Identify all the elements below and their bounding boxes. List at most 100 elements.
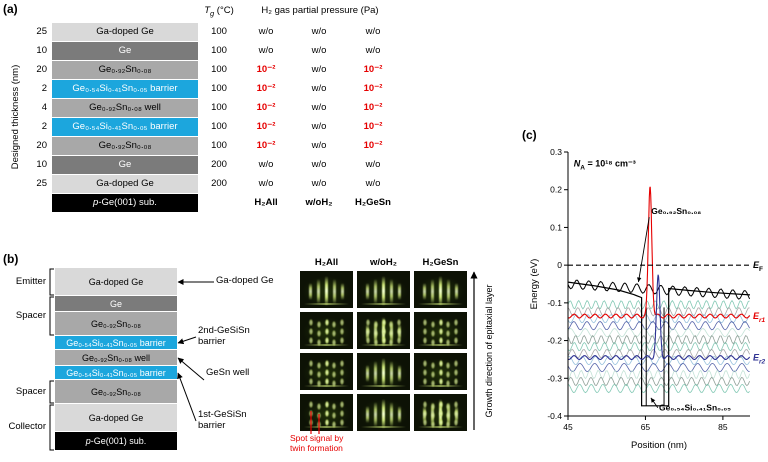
diffraction-spot: [316, 370, 321, 378]
resonance-level-label: Er1: [753, 311, 766, 324]
growth-temp-value: 100: [211, 102, 227, 113]
diffraction-spot: [454, 318, 459, 326]
wavefunction-curve: [567, 334, 750, 345]
rheed-image: [414, 271, 467, 308]
diffraction-spot: [422, 377, 427, 385]
diffraction-spot: [316, 329, 321, 337]
wavefunction-curve: [567, 321, 750, 331]
diffraction-spot: [389, 338, 394, 346]
diffraction-streak: [389, 401, 393, 427]
pressure-value: 10⁻²: [256, 140, 276, 151]
diffraction-spot: [340, 400, 345, 408]
diffraction-spot: [324, 359, 329, 367]
diffraction-spot: [381, 327, 386, 335]
layer-cell: Ge₀.₉₂Sn₀.₀₈ well: [52, 98, 198, 117]
diffraction-streak: [389, 278, 393, 304]
diffraction-streak: [317, 278, 321, 304]
stack-layer: Ge₀.₅₄Si₀.₄₁Sn₀.₀₅ barrier: [55, 336, 177, 350]
diffraction-streak: [366, 364, 370, 382]
diffraction-spot: [454, 368, 459, 376]
diffraction-spot: [381, 336, 386, 344]
shadow-edge-glow: [418, 385, 463, 387]
well-material-arrow: [636, 217, 650, 283]
stack-layer: Ga-doped Ge: [55, 404, 177, 432]
stack-group-label: Spacer: [15, 310, 46, 321]
diffraction-spot: [422, 418, 427, 426]
well-material-label: Ge₀.₉₂Sn₀.₀₈: [651, 206, 701, 216]
rheed-column-header: H₂All: [314, 257, 339, 268]
pressure-value: w/o: [258, 178, 274, 189]
stack-layer: p -Ge(001) sub.: [55, 432, 177, 451]
rheed-image: [300, 394, 353, 431]
diffraction-spot: [430, 379, 435, 387]
diffraction-spot: [324, 409, 329, 417]
layer-cell: Ge₀.₉₂Sn₀.₀₈: [52, 60, 198, 79]
y-tick-label: -0.1: [547, 298, 562, 308]
tg-unit: (°C): [214, 5, 234, 16]
table-row: 25 Ga-doped Ge 100 w/o w/o w/o: [26, 22, 400, 41]
x-tick-label: 45: [563, 422, 573, 432]
diffraction-spot: [316, 402, 321, 410]
rheed-column-header: H₂GeSn: [422, 257, 459, 268]
diffraction-spot: [324, 368, 329, 376]
panel-c-label: (c): [522, 128, 537, 142]
thickness-value: 25: [36, 178, 47, 189]
table-row: 20 Ge₀.₉₂Sn₀.₀₈ 100 10⁻² w/o 10⁻²: [26, 136, 400, 155]
pressure-value: w/o: [311, 83, 327, 94]
diffraction-streak: [374, 278, 378, 304]
diffraction-spot: [430, 402, 435, 410]
diffraction-spot: [332, 420, 337, 428]
rheed-image: [300, 353, 353, 390]
diffraction-streak: [309, 282, 313, 300]
diffraction-spot: [454, 336, 459, 344]
diffraction-spot: [430, 420, 435, 428]
diffraction-spot: [446, 320, 451, 328]
pressure-value: 10⁻²: [256, 102, 276, 113]
diffraction-spot: [373, 320, 378, 328]
shadow-edge-glow: [304, 303, 349, 305]
shadow-edge-glow: [361, 385, 406, 387]
y-tick-label: -0.2: [547, 336, 562, 346]
diffraction-spot: [430, 411, 435, 419]
wavefunction-curve: [567, 383, 750, 394]
stack-layer: Ga-doped Ge: [55, 268, 177, 296]
diffraction-spot: [340, 409, 345, 417]
pressure-value: w/o: [365, 45, 381, 56]
band-diagram-svg: Er1 Er2 EF NA = 10¹⁸ cm⁻³ Ge₀.₉₂Sn₀.₀₈ Ge₀.₅₄…: [529, 147, 766, 451]
resonance-level-curve: [567, 186, 751, 319]
group-bracket: [49, 268, 54, 296]
y-tick-label: 0.1: [550, 222, 562, 232]
shadow-edge-glow: [418, 303, 463, 305]
diffraction-spot: [324, 327, 329, 335]
thickness-value: 20: [36, 64, 47, 75]
diffraction-spot: [438, 418, 443, 426]
diffraction-spot: [332, 379, 337, 387]
diffraction-spot: [308, 318, 313, 326]
diffraction-streak: [454, 282, 458, 300]
condition-header: w/oH₂: [305, 197, 333, 208]
stack-pointer-label: GeSn well: [206, 367, 250, 378]
diffraction-streak: [397, 282, 401, 300]
diffraction-spot: [422, 409, 427, 417]
pressure-value: w/o: [311, 64, 327, 75]
diffraction-spot: [438, 359, 443, 367]
pressure-value: 10⁻²: [256, 83, 276, 94]
thickness-value: 10: [36, 45, 47, 56]
pressure-value: w/o: [258, 26, 274, 37]
diffraction-spot: [332, 320, 337, 328]
layer-cell: Ge: [52, 41, 198, 60]
shadow-edge-glow: [304, 344, 349, 346]
pressure-value: w/o: [258, 159, 274, 170]
pressure-value: w/o: [311, 45, 327, 56]
stack-group-label: Spacer: [15, 386, 46, 397]
pressure-value: w/o: [365, 159, 381, 170]
diffraction-spot: [454, 409, 459, 417]
diffraction-spot: [389, 320, 394, 328]
diffraction-spot: [316, 320, 321, 328]
diffraction-spot: [422, 359, 427, 367]
resonance-level-label: Er2: [753, 353, 766, 366]
fermi-level-label: EF: [753, 260, 763, 273]
diffraction-spot: [422, 336, 427, 344]
shadow-edge-glow: [361, 303, 406, 305]
growth-temp-value: 100: [211, 121, 227, 132]
